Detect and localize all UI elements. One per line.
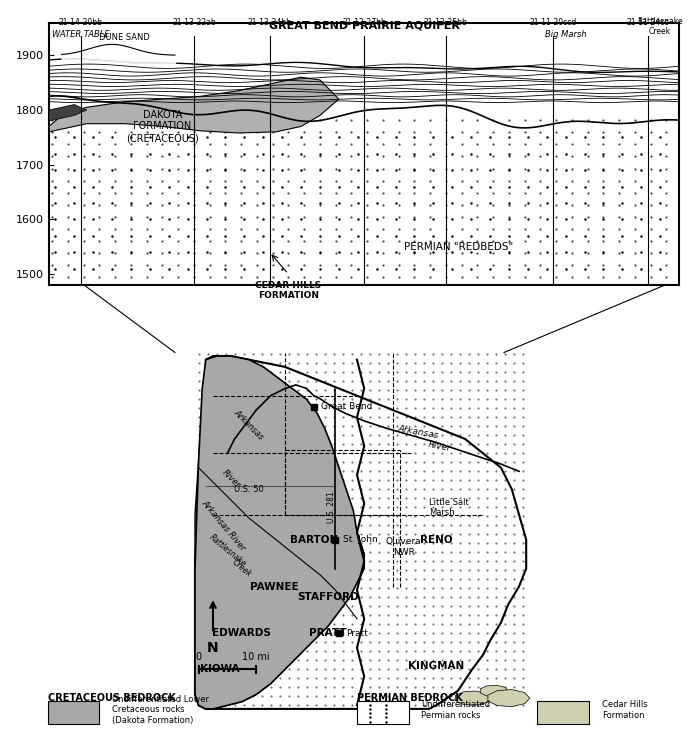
- Polygon shape: [49, 121, 679, 274]
- Polygon shape: [49, 77, 339, 285]
- FancyBboxPatch shape: [357, 700, 409, 724]
- Text: RENO: RENO: [420, 535, 452, 544]
- Text: Great Bend: Great Bend: [321, 402, 372, 411]
- Text: 21-14-20bb: 21-14-20bb: [59, 18, 102, 27]
- Text: St. John: St. John: [342, 536, 377, 544]
- Polygon shape: [49, 104, 87, 132]
- Text: WATER TABLE: WATER TABLE: [52, 30, 109, 39]
- Polygon shape: [195, 356, 364, 709]
- Text: STAFFORD: STAFFORD: [298, 592, 359, 602]
- Text: 21-11-20ccd: 21-11-20ccd: [529, 18, 577, 27]
- Text: U.S. 50: U.S. 50: [234, 484, 264, 494]
- Text: 21-12-25bb: 21-12-25bb: [424, 18, 468, 27]
- Text: PERMIAN "REDBEDS": PERMIAN "REDBEDS": [404, 242, 513, 252]
- Text: 10 mi: 10 mi: [242, 652, 270, 662]
- Polygon shape: [480, 686, 508, 697]
- Text: 21-12-27bb: 21-12-27bb: [342, 18, 386, 27]
- Text: GREAT BEND PRAIRIE AQUIFER: GREAT BEND PRAIRIE AQUIFER: [269, 21, 459, 31]
- Polygon shape: [195, 356, 526, 709]
- Text: Pratt: Pratt: [346, 628, 368, 638]
- Text: Arkansas River: Arkansas River: [200, 498, 248, 552]
- Text: 21-11-24cc: 21-11-24cc: [626, 18, 668, 27]
- Text: BARTON: BARTON: [290, 535, 338, 544]
- Text: Quivera
NWR: Quivera NWR: [386, 537, 421, 556]
- Text: Little Salt
Marsh: Little Salt Marsh: [429, 497, 469, 517]
- Text: 21-13-22ab: 21-13-22ab: [172, 18, 216, 27]
- Text: PRATT: PRATT: [309, 628, 347, 638]
- Polygon shape: [488, 689, 530, 706]
- Text: 0: 0: [195, 652, 202, 662]
- Text: Arkansas: Arkansas: [397, 424, 440, 439]
- Text: DAKOTA
FORMATION
(CRETACEOUS): DAKOTA FORMATION (CRETACEOUS): [126, 110, 199, 143]
- FancyBboxPatch shape: [48, 700, 99, 724]
- Text: Rattlesnake: Rattlesnake: [207, 532, 248, 568]
- Polygon shape: [455, 691, 490, 705]
- Text: Undifferentiated Lower
Cretaceous rocks
(Dakota Formation): Undifferentiated Lower Cretaceous rocks …: [112, 695, 209, 724]
- Text: Creek: Creek: [230, 558, 253, 579]
- Text: DUNE SAND: DUNE SAND: [99, 33, 150, 42]
- Text: CEDAR HILLS
FORMATION: CEDAR HILLS FORMATION: [256, 280, 321, 300]
- Text: Rattlesnake
Creek: Rattlesnake Creek: [637, 16, 683, 36]
- Text: EDWARDS: EDWARDS: [212, 628, 271, 638]
- Text: 21-13-24bb: 21-13-24bb: [248, 18, 291, 27]
- Polygon shape: [195, 356, 364, 709]
- Text: River: River: [220, 467, 242, 490]
- FancyBboxPatch shape: [538, 700, 589, 724]
- Text: KINGMAN: KINGMAN: [408, 661, 464, 670]
- Text: CRETACEOUS BEDROCK: CRETACEOUS BEDROCK: [48, 693, 176, 703]
- Text: River: River: [428, 440, 452, 452]
- Text: N: N: [207, 640, 219, 655]
- Text: Undifferentiated
Permian rocks: Undifferentiated Permian rocks: [421, 700, 491, 720]
- Text: U.S. 281: U.S. 281: [328, 491, 336, 523]
- Text: Arkansas: Arkansas: [232, 408, 266, 441]
- Text: Cedar Hills
Formation: Cedar Hills Formation: [602, 700, 648, 720]
- Text: PERMIAN BEDROCK: PERMIAN BEDROCK: [357, 693, 463, 703]
- Text: Big Marsh: Big Marsh: [545, 30, 587, 39]
- Text: KIOWA: KIOWA: [200, 664, 240, 674]
- Text: PAWNEE: PAWNEE: [250, 581, 298, 592]
